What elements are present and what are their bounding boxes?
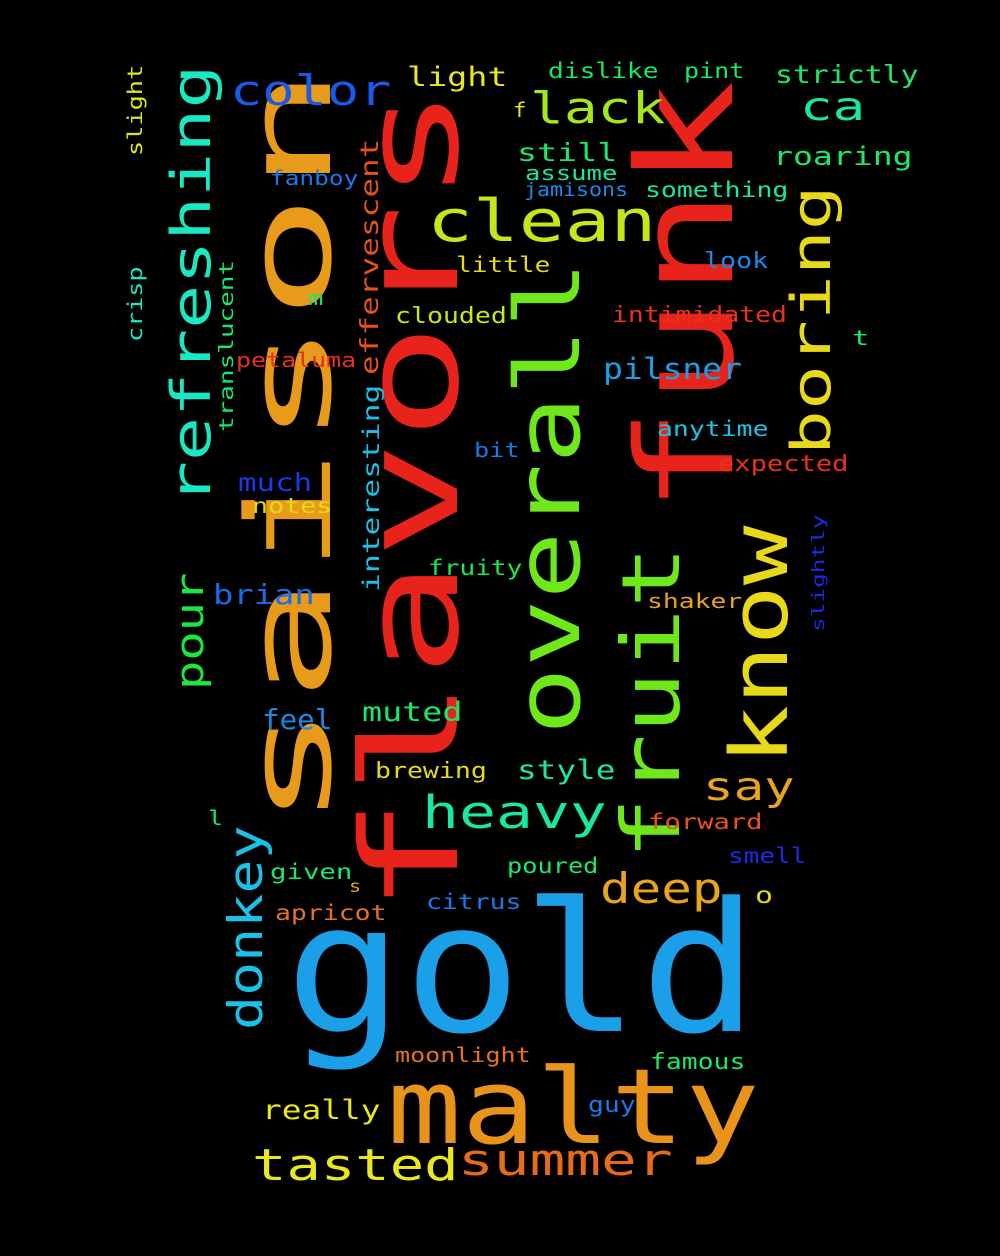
word-color: color <box>230 66 392 115</box>
word-brian: brian <box>213 579 315 611</box>
word-apricot: apricot <box>275 901 387 926</box>
word-style: style <box>517 755 616 786</box>
word-given: given <box>270 860 353 885</box>
word-light: light <box>407 62 508 93</box>
word-jamisons: jamisons <box>524 180 629 201</box>
word-o: o <box>755 882 774 909</box>
word-interesting: interesting <box>358 384 385 592</box>
word-m: m <box>308 286 324 310</box>
word-fruity: fruity <box>428 556 523 581</box>
word-forward: forward <box>648 810 763 835</box>
word-shaker: shaker <box>647 589 743 613</box>
word-donkey: donkey <box>219 825 274 1030</box>
word-look: look <box>704 248 769 274</box>
word-fanboy: fanboy <box>270 166 359 190</box>
word-famous: famous <box>650 1049 746 1075</box>
word-much: much <box>238 468 313 497</box>
word-refreshing: refreshing <box>160 64 223 505</box>
word-really: really <box>262 1095 381 1126</box>
word-still: still <box>517 138 618 167</box>
word-feel: feel <box>262 704 333 736</box>
word-slightly: slightly <box>808 514 828 632</box>
word-anytime: anytime <box>657 417 769 442</box>
word-translucent: translucent <box>215 259 238 432</box>
word-citrus: citrus <box>426 890 522 915</box>
word-gold: gold <box>285 865 759 1074</box>
word-pint: pint <box>684 59 745 84</box>
word-say: say <box>703 765 795 810</box>
word-brewing: brewing <box>375 758 487 784</box>
word-muted: muted <box>362 697 463 728</box>
word-little: little <box>456 253 551 278</box>
word-clouded: clouded <box>395 303 507 329</box>
word-s: s <box>349 876 362 896</box>
word-expected: expected <box>718 451 849 477</box>
word-summer: summer <box>458 1136 673 1186</box>
word-t: t <box>852 326 870 350</box>
word-overall: overall <box>497 260 601 735</box>
word-heavy: heavy <box>422 785 607 839</box>
word-petaluma: petaluma <box>236 348 357 372</box>
word-deep: deep <box>600 864 723 913</box>
word-f: f <box>513 98 527 122</box>
word-assume: assume <box>525 161 618 185</box>
word-crisp: crisp <box>123 266 147 342</box>
word-pour: pour <box>168 572 213 690</box>
word-roaring: roaring <box>773 142 913 172</box>
word-ca: ca <box>800 85 866 130</box>
word-effervescent: effervescent <box>355 138 384 375</box>
word-bit: bit <box>474 438 520 462</box>
word-strictly: strictly <box>775 60 919 89</box>
word-poured: poured <box>507 854 599 879</box>
word-lack: lack <box>530 84 666 134</box>
word-smell: smell <box>728 844 807 869</box>
word-guy: guy <box>588 1092 636 1118</box>
word-know: know <box>713 525 806 765</box>
word-clean: clean <box>427 187 657 255</box>
word-tasted: tasted <box>252 1141 459 1191</box>
word-slight: slight <box>123 64 147 156</box>
word-funk: funk <box>609 80 764 516</box>
word-dislike: dislike <box>548 59 659 84</box>
word-intimidated: intimidated <box>612 302 787 328</box>
word-notes: notes <box>252 494 333 519</box>
word-boring: boring <box>780 185 843 455</box>
word-malty: malty <box>387 1046 760 1168</box>
word-something: something <box>645 178 789 203</box>
word-moonlight: moonlight <box>395 1043 531 1067</box>
word-pilsner: pilsner <box>603 352 743 386</box>
word-l: l <box>208 806 224 830</box>
